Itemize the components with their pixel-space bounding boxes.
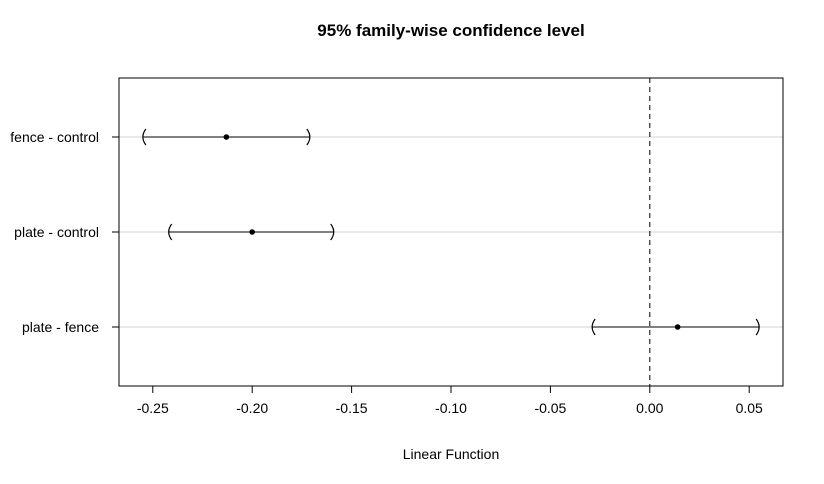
y-tick-label: plate - control: [14, 224, 99, 240]
x-tick-label: -0.15: [336, 400, 368, 416]
x-axis-label: Linear Function: [403, 446, 500, 462]
x-tick-label: -0.05: [534, 400, 566, 416]
x-tick-label: -0.10: [435, 400, 467, 416]
x-tick-label: 0.00: [636, 400, 663, 416]
interval-upper-bracket: [330, 223, 335, 241]
interval-lower-bracket: [142, 128, 147, 146]
interval-lower-bracket: [591, 318, 596, 336]
x-tick-label: -0.25: [137, 400, 169, 416]
x-tick-label: 0.05: [736, 400, 763, 416]
y-tick-label: plate - fence: [22, 319, 99, 335]
point-estimate: [249, 229, 255, 235]
plot-layer: -0.25 -0.20 -0.15 -0.10 -0.05 0.00 0.05 fence -…: [10, 77, 784, 416]
point-estimate: [223, 134, 230, 140]
interval-upper-bracket: [755, 318, 760, 336]
interval-lower-bracket: [168, 223, 173, 241]
interval-upper-bracket: [306, 128, 311, 146]
point-estimate: [674, 324, 681, 330]
y-tick-label: fence - control: [10, 129, 99, 145]
chart-title: 95% family-wise confidence level: [317, 21, 584, 40]
x-tick-label: -0.20: [236, 400, 268, 416]
